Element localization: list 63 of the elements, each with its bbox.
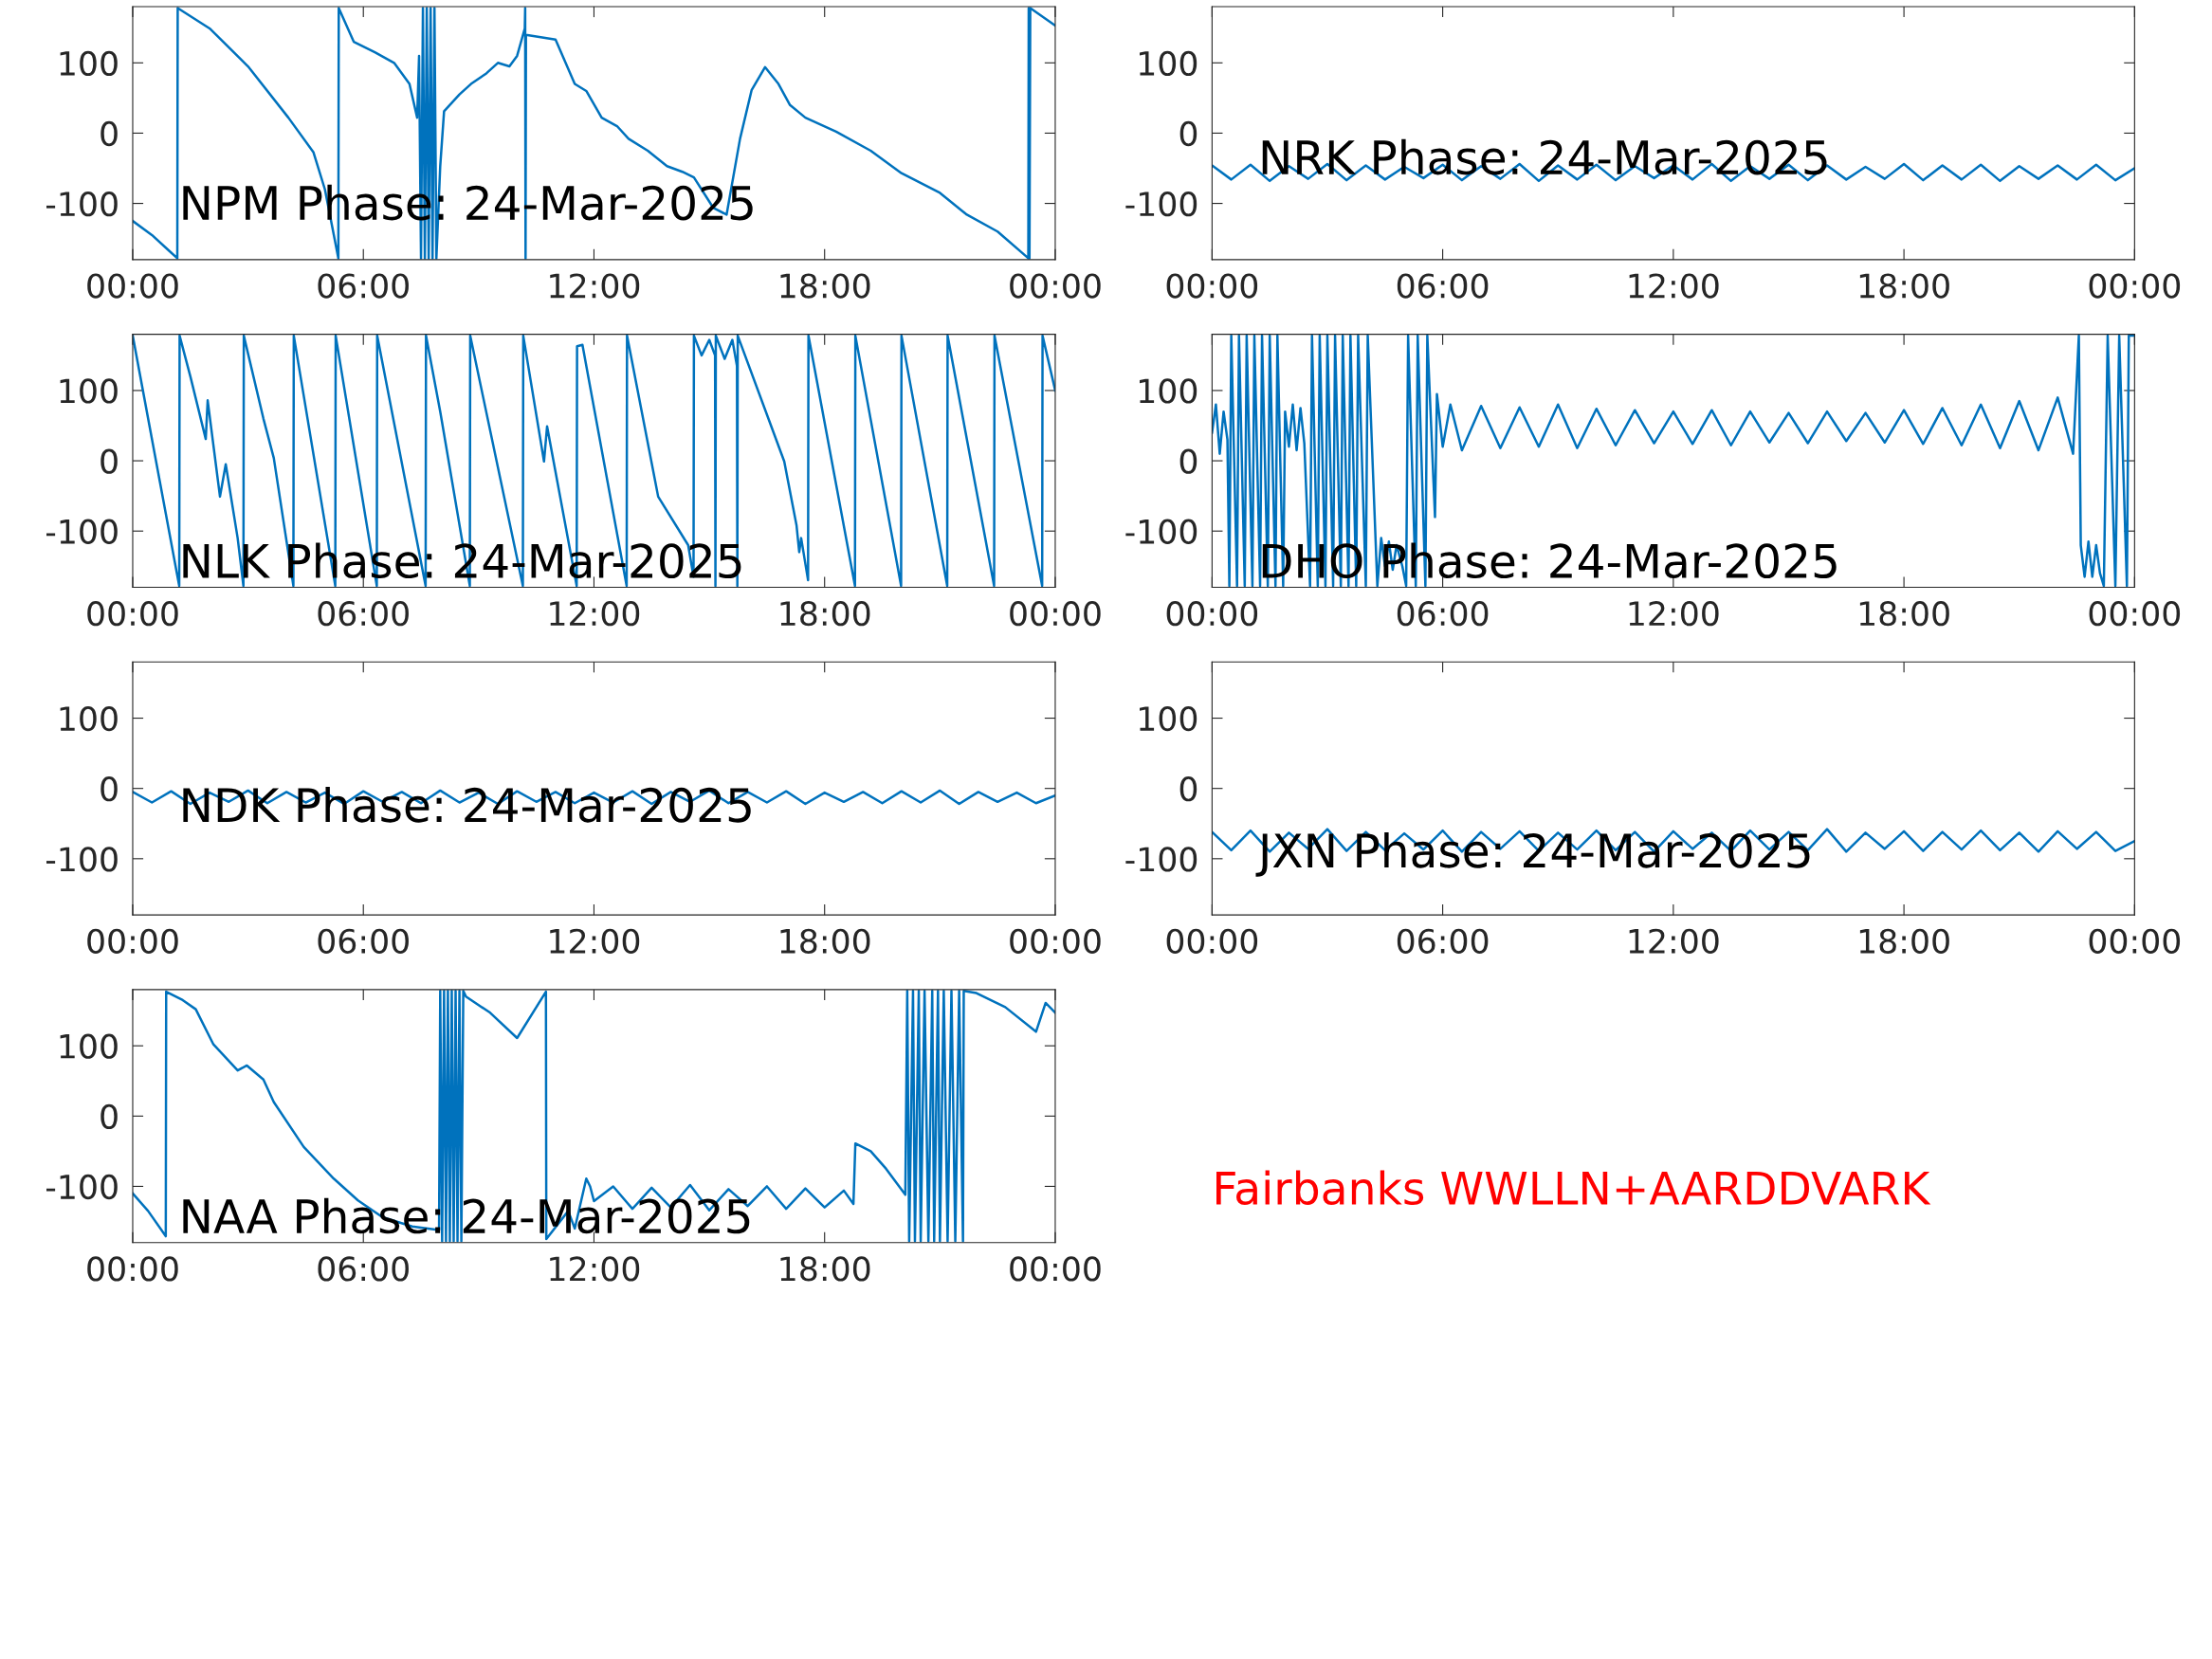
y-tick-label: -100 (46, 191, 118, 217)
y-tick-label: 0 (1179, 120, 1197, 147)
line-series (132, 334, 1055, 588)
y-tick-label: 100 (60, 50, 118, 76)
x-tick-label: 00:00 (2089, 928, 2181, 954)
annotation: JXN Phase: 24-Mar-2025 (1255, 832, 1810, 877)
y-tick-label: -100 (46, 519, 118, 544)
x-tick-label: 06:00 (318, 273, 409, 299)
y-tick-label: 100 (1140, 705, 1197, 732)
x-tick-label: 18:00 (1859, 601, 1949, 627)
x-tick-label: 12:00 (550, 601, 640, 627)
x-tick-label: 06:00 (318, 928, 409, 954)
x-tick-label: 18:00 (1859, 273, 1949, 299)
x-tick-label: 00:00 (1010, 273, 1101, 299)
y-tick-label: 0 (101, 120, 118, 147)
x-tick-label: 18:00 (780, 928, 870, 954)
x-tick-label: 12:00 (1629, 601, 1719, 627)
line-series (1212, 334, 2135, 588)
y-tick-label: 0 (1179, 448, 1197, 474)
x-tick-label: 00:00 (2089, 273, 2181, 299)
y-tick-label: -100 (1125, 519, 1197, 544)
y-tick-label: 0 (1179, 776, 1197, 802)
x-tick-label: 18:00 (1859, 928, 1949, 954)
x-tick-label: 18:00 (780, 273, 870, 299)
x-tick-label: 00:00 (87, 273, 178, 299)
x-tick-label: 12:00 (550, 273, 640, 299)
x-tick-label: 00:00 (1166, 601, 1258, 627)
y-tick-label: 100 (1140, 378, 1197, 404)
y-tick-label: -100 (46, 847, 118, 872)
y-tick-label: 100 (1140, 50, 1197, 76)
text: Fairbanks WWLLN+AARDDVARK (1216, 1170, 1931, 1206)
y-tick-label: 100 (60, 705, 118, 732)
x-tick-label: 12:00 (550, 928, 640, 954)
y-tick-label: -100 (1125, 191, 1197, 217)
x-tick-label: 00:00 (1010, 1256, 1101, 1282)
x-tick-label: 00:00 (87, 1256, 178, 1282)
y-tick-label: 100 (60, 1033, 118, 1059)
x-tick-label: 12:00 (1629, 928, 1719, 954)
y-tick-label: 0 (101, 448, 118, 474)
x-tick-label: 06:00 (1397, 601, 1489, 627)
x-tick-label: 00:00 (1166, 928, 1258, 954)
y-tick-label: -100 (46, 1174, 118, 1200)
x-tick-label: 12:00 (550, 1256, 640, 1282)
x-tick-label: 00:00 (1166, 273, 1258, 299)
x-tick-label: 18:00 (780, 601, 870, 627)
x-tick-label: 06:00 (318, 1256, 409, 1282)
line-series (132, 7, 1055, 260)
y-tick-label: 0 (101, 776, 118, 802)
x-tick-label: 12:00 (1629, 273, 1719, 299)
y-tick-label: 100 (60, 378, 118, 404)
x-tick-label: 00:00 (87, 928, 178, 954)
annotation: NRK Phase: 24-Mar-2025 (1262, 138, 1827, 175)
x-tick-label: 18:00 (780, 1256, 870, 1282)
x-tick-label: 00:00 (87, 601, 178, 627)
line-series (132, 990, 1055, 1243)
x-tick-label: 06:00 (318, 601, 409, 627)
y-tick-label: -100 (1125, 847, 1197, 872)
x-tick-label: 06:00 (1397, 928, 1489, 954)
x-tick-label: 00:00 (1010, 928, 1101, 954)
y-tick-label: 0 (101, 1103, 118, 1129)
x-tick-label: 06:00 (1397, 273, 1489, 299)
x-tick-label: 00:00 (2089, 601, 2181, 627)
x-tick-label: 00:00 (1010, 601, 1101, 627)
